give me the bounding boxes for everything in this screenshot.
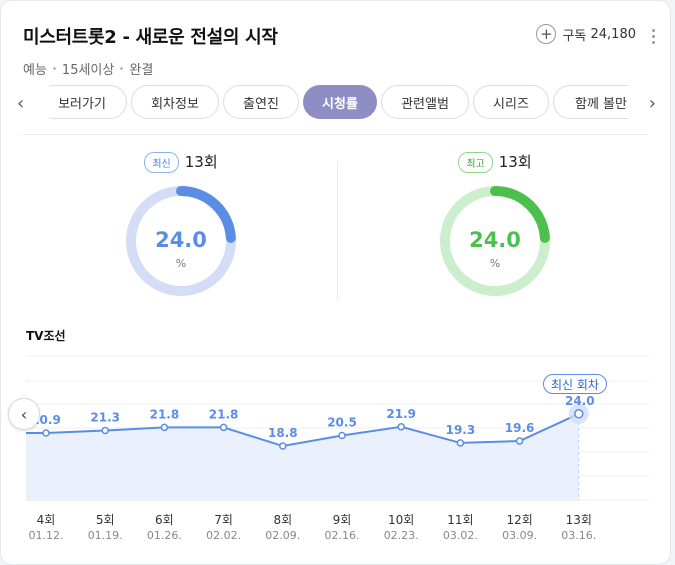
data-point xyxy=(42,429,50,437)
chevron-left-icon: ‹ xyxy=(20,404,28,424)
x-tick-date: 01.26. xyxy=(146,529,182,542)
subscribe-button[interactable]: + 구독 24,180 xyxy=(536,24,636,44)
latest-rating: 최신 13회 24.0 % xyxy=(81,151,281,311)
data-label: 21.9 xyxy=(386,407,416,421)
donut-progress xyxy=(176,186,236,243)
x-tick-date: 02.23. xyxy=(383,529,419,542)
plus-icon: + xyxy=(536,24,557,44)
divider xyxy=(23,134,648,135)
tab-next-arrow-icon[interactable]: › xyxy=(648,93,656,114)
x-tick-episode: 13회 xyxy=(565,513,592,527)
tab-cast[interactable]: 출연진 xyxy=(223,85,299,119)
x-tick-date: 01.12. xyxy=(28,529,64,542)
data-label: 21.8 xyxy=(150,407,180,421)
latest-rating-header: 최신 13회 xyxy=(81,151,281,173)
data-label: 19.6 xyxy=(505,421,535,435)
tab-prev-arrow-icon[interactable]: ‹ xyxy=(17,93,25,114)
data-point xyxy=(160,423,169,432)
age-rating-label: 15세이상 xyxy=(61,63,115,78)
tab-ratings[interactable]: 시청률 xyxy=(303,85,377,119)
x-tick-episode: 6회 xyxy=(155,513,174,527)
highest-rating: 최고 13회 24.0 % xyxy=(395,151,595,311)
data-point xyxy=(279,442,287,450)
vertical-divider xyxy=(337,161,338,301)
more-options-icon[interactable] xyxy=(652,29,656,47)
latest-badge: 최신 xyxy=(144,152,179,173)
data-label: 21.8 xyxy=(209,407,239,421)
status-label: 완결 xyxy=(129,63,154,78)
x-tick-episode: 10회 xyxy=(388,513,415,527)
data-point xyxy=(338,431,346,440)
chart-prev-button[interactable]: ‹ xyxy=(8,398,40,430)
highest-badge: 최고 xyxy=(458,152,493,173)
x-tick-episode: 8회 xyxy=(273,513,293,527)
tab-watch[interactable]: 보러가기 xyxy=(49,85,127,119)
program-meta: 예능 15세이상 완결 xyxy=(23,59,650,78)
tab-bar: ‹ 보러가기 회차정보 출연진 시청률 관련앨범 시리즈 함께 볼만 › xyxy=(1,83,670,123)
x-tick-episode: 5회 xyxy=(95,513,115,527)
latest-rating-value: 24.0 xyxy=(155,228,207,252)
data-label: 20.5 xyxy=(327,415,357,429)
donut-progress xyxy=(490,186,550,243)
tab-albums[interactable]: 관련앨범 xyxy=(381,85,469,119)
x-tick-episode: 7회 xyxy=(214,513,233,527)
tab-series[interactable]: 시리즈 xyxy=(473,85,549,119)
x-tick-episode: 9회 xyxy=(332,513,352,527)
program-title: 미스터트롯2 - 새로운 전설의 시작 xyxy=(23,27,278,48)
x-tick-date: 03.16. xyxy=(561,529,597,542)
data-point xyxy=(101,426,109,435)
channel-name: TV조선 xyxy=(26,329,66,343)
data-point xyxy=(219,423,228,432)
meta-separator xyxy=(52,67,56,70)
highest-rating-donut: 24.0 % xyxy=(440,186,550,296)
x-tick-date: 03.09. xyxy=(502,529,538,542)
data-label: 18.8 xyxy=(268,426,298,440)
x-tick-episode: 11회 xyxy=(447,513,474,527)
data-point xyxy=(574,409,584,419)
highest-rating-unit: % xyxy=(490,257,500,270)
data-point xyxy=(456,439,465,447)
data-point xyxy=(397,423,405,431)
x-tick-date: 02.09. xyxy=(265,529,301,542)
latest-episode: 13회 xyxy=(184,153,218,171)
latest-rating-donut: 24.0 % xyxy=(126,186,236,296)
latest-rating-unit: % xyxy=(176,257,186,270)
data-label: 19.3 xyxy=(446,423,476,437)
tab-recommend[interactable]: 함께 볼만 xyxy=(553,85,629,119)
x-tick-date: 02.02. xyxy=(206,529,242,542)
subscribe-count: 24,180 xyxy=(590,26,637,42)
x-tick-episode: 12회 xyxy=(506,513,533,527)
data-label: 24.0 xyxy=(565,394,595,408)
chart-area xyxy=(26,413,579,501)
x-tick-date: 01.19. xyxy=(87,529,123,542)
highest-episode: 13회 xyxy=(498,153,532,171)
x-tick-date: 03.02. xyxy=(442,529,478,542)
x-tick-episode: 4회 xyxy=(36,513,56,527)
highest-rating-header: 최고 13회 xyxy=(395,151,595,173)
program-header: 미스터트롯2 - 새로운 전설의 시작 예능 15세이상 완결 xyxy=(23,23,650,78)
meta-separator xyxy=(120,67,124,70)
data-point xyxy=(515,437,524,445)
x-tick-date: 02.16. xyxy=(324,529,360,542)
genre-label: 예능 xyxy=(23,63,47,78)
tab-episodes[interactable]: 회차정보 xyxy=(131,85,219,119)
latest-episode-tag: 최신 회차 xyxy=(543,374,607,394)
tab-list: 보러가기 회차정보 출연진 시청률 관련앨범 시리즈 함께 볼만 xyxy=(49,83,629,123)
highest-rating-value: 24.0 xyxy=(469,228,521,252)
subscribe-label: 구독 xyxy=(562,28,587,44)
data-label: 21.3 xyxy=(90,411,120,425)
